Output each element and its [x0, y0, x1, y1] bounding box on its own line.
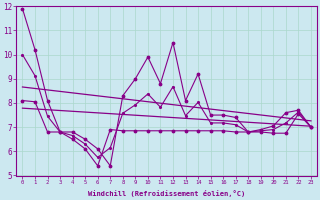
- X-axis label: Windchill (Refroidissement éolien,°C): Windchill (Refroidissement éolien,°C): [88, 190, 245, 197]
